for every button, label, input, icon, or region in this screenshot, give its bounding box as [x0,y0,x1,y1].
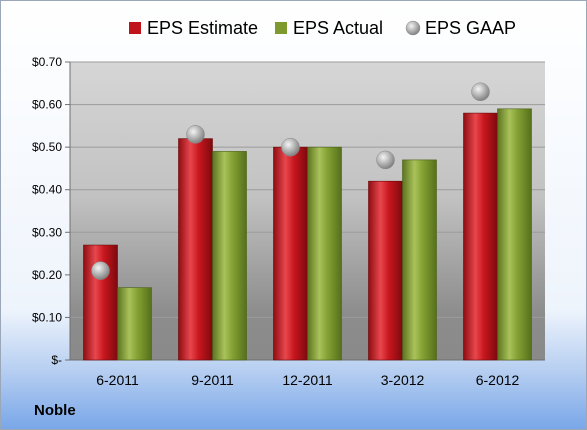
legend-swatch [275,22,287,34]
marker-eps-gaap [376,150,395,170]
y-tick-label: $0.60 [32,98,62,112]
legend-swatch [405,20,421,36]
marker-eps-gaap [91,261,110,280]
x-category-label: 6-2012 [476,372,520,388]
y-tick-label: $- [51,353,62,367]
x-category-label: 6-2011 [96,372,139,388]
y-tick-label: $0.20 [32,268,62,282]
y-tick-label: $0.50 [32,140,62,154]
bar-eps-actual [117,287,152,361]
bar-eps-actual [307,146,342,361]
bar-eps-estimate [463,112,498,361]
legend-label: EPS Actual [293,18,383,38]
x-axis-categories: 6-2011 9-2011 12-2011 3-2012 6-2012 [96,372,519,388]
marker-eps-gaap [281,137,300,157]
y-tick-label: $0.70 [32,55,62,69]
bar-eps-estimate [178,138,213,361]
x-category-label: 3-2012 [381,372,425,388]
bar-eps-actual [212,151,247,361]
marker-eps-gaap [186,125,205,144]
x-category-label: 12-2011 [282,372,333,388]
y-tick-label: $0.10 [32,310,62,324]
legend-swatch [129,22,141,34]
bar-eps-actual [497,108,532,361]
legend-label: EPS GAAP [425,18,516,38]
y-tick-label: $0.30 [32,225,62,239]
y-axis-ticks: $- $0.10 $0.20 $0.30 $0.40 $0.50 $0.60 $0.70 [32,55,62,367]
company-name: Noble [34,402,76,419]
gaap-markers [91,82,490,280]
marker-eps-gaap [471,82,490,102]
x-category-label: 9-2011 [191,372,234,388]
bar-eps-actual [402,159,437,361]
bar-eps-estimate [273,146,308,361]
bars [83,108,532,361]
bar-eps-estimate [368,180,403,361]
legend: EPS Estimate EPS Actual EPS GAAP [129,18,516,38]
legend-label: EPS Estimate [147,18,258,38]
y-tick-label: $0.40 [32,183,62,197]
